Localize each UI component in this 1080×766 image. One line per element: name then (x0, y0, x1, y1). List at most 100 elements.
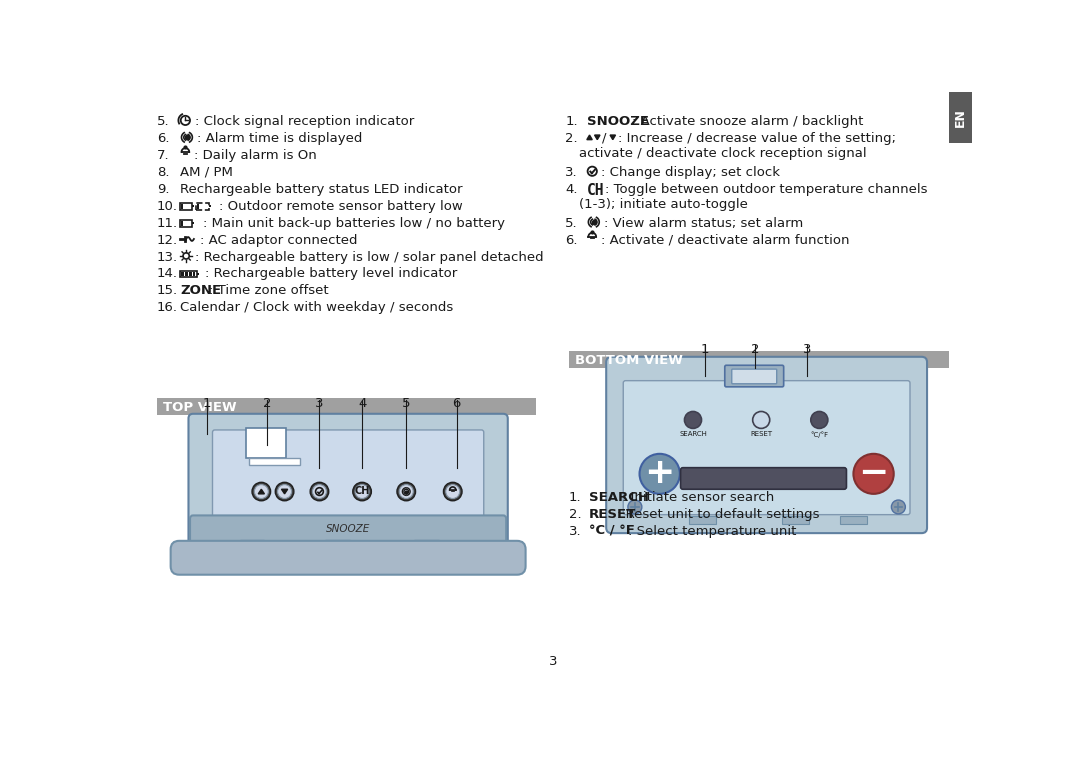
Ellipse shape (400, 485, 414, 499)
Bar (180, 204, 183, 209)
Text: EN: EN (954, 108, 967, 126)
Text: 1: 1 (700, 343, 708, 356)
Text: : Outdoor remote sensor battery low: : Outdoor remote sensor battery low (218, 200, 462, 213)
Text: : Select temperature unit: : Select temperature unit (627, 525, 796, 538)
Text: 2: 2 (262, 397, 271, 410)
Text: CH: CH (586, 183, 605, 198)
Text: (1-3); initiate auto-toggle: (1-3); initiate auto-toggle (579, 198, 748, 211)
Text: °C/°F: °C/°F (810, 431, 828, 438)
Bar (180, 270, 197, 277)
FancyBboxPatch shape (725, 365, 784, 387)
FancyBboxPatch shape (213, 430, 484, 535)
Circle shape (891, 500, 905, 514)
Text: 6: 6 (453, 397, 461, 410)
Text: +: + (645, 456, 675, 490)
FancyBboxPatch shape (190, 516, 507, 543)
Text: 9.: 9. (157, 183, 170, 196)
Circle shape (639, 453, 679, 494)
Text: : Activate snooze alarm / backlight: : Activate snooze alarm / backlight (632, 115, 863, 128)
Text: ZONE: ZONE (180, 284, 221, 297)
Ellipse shape (275, 483, 294, 501)
Circle shape (685, 411, 702, 428)
Text: activate / deactivate clock reception signal: activate / deactivate clock reception si… (579, 147, 867, 160)
Text: 4.: 4. (565, 183, 578, 196)
Bar (180, 221, 183, 226)
Bar (246, 427, 286, 458)
Text: /: / (603, 132, 607, 145)
Ellipse shape (310, 483, 328, 501)
Bar (197, 204, 200, 209)
Text: 14.: 14. (157, 267, 178, 280)
Circle shape (753, 411, 770, 428)
Text: : Change display; set clock: : Change display; set clock (600, 166, 780, 178)
Text: TOP VIEW: TOP VIEW (163, 401, 237, 414)
Bar (192, 205, 194, 208)
Text: 5: 5 (402, 397, 410, 410)
Text: 12.: 12. (157, 234, 178, 247)
Ellipse shape (312, 485, 326, 499)
FancyBboxPatch shape (623, 381, 910, 515)
Ellipse shape (446, 485, 460, 499)
Text: 7.: 7. (157, 149, 170, 162)
Text: 2: 2 (751, 343, 759, 356)
Text: AM / PM: AM / PM (180, 166, 233, 178)
Text: : Daily alarm is On: : Daily alarm is On (194, 149, 316, 162)
Text: 3: 3 (802, 343, 811, 356)
FancyBboxPatch shape (606, 357, 927, 533)
Text: 3.: 3. (565, 166, 578, 178)
Ellipse shape (444, 483, 462, 501)
Text: : Main unit back-up batteries low / no battery: : Main unit back-up batteries low / no b… (203, 217, 505, 230)
Ellipse shape (397, 483, 416, 501)
FancyBboxPatch shape (680, 468, 847, 489)
FancyBboxPatch shape (189, 414, 508, 565)
Text: 3: 3 (550, 655, 557, 668)
Text: 8.: 8. (157, 166, 170, 178)
Bar (180, 203, 192, 210)
Text: 3.: 3. (569, 525, 582, 538)
Text: : Reset unit to default settings: : Reset unit to default settings (618, 508, 820, 521)
Bar (240, 540, 265, 552)
Text: SNOOZE: SNOOZE (326, 524, 370, 534)
Bar (414, 540, 438, 552)
Text: CH: CH (354, 486, 369, 496)
Text: : Rechargeable battery is low / solar panel detached: : Rechargeable battery is low / solar pa… (195, 250, 544, 264)
Text: 2.: 2. (565, 132, 578, 145)
Text: : Time zone offset: : Time zone offset (210, 284, 329, 297)
Text: 6.: 6. (157, 132, 170, 145)
Bar (197, 203, 208, 210)
Circle shape (853, 453, 894, 494)
Text: 15.: 15. (157, 284, 178, 297)
Bar (185, 272, 188, 277)
Ellipse shape (355, 485, 369, 499)
Text: 11.: 11. (157, 217, 178, 230)
FancyBboxPatch shape (732, 369, 777, 384)
Bar (248, 458, 300, 465)
Text: 5.: 5. (157, 115, 170, 128)
Text: RESET: RESET (590, 508, 636, 521)
Bar (197, 273, 199, 275)
Text: SEARCH: SEARCH (679, 431, 707, 437)
Polygon shape (258, 489, 265, 494)
Text: 3: 3 (315, 397, 324, 410)
Bar (192, 222, 194, 224)
Bar (840, 516, 867, 524)
Ellipse shape (353, 483, 372, 501)
Bar (782, 516, 809, 524)
Text: SNOOZE: SNOOZE (586, 115, 649, 128)
Ellipse shape (255, 485, 268, 499)
Ellipse shape (278, 485, 292, 499)
Text: : Toggle between outdoor temperature channels: : Toggle between outdoor temperature cha… (606, 183, 928, 196)
Text: 16.: 16. (157, 301, 178, 314)
Text: 1.: 1. (569, 491, 582, 504)
Bar (948, 92, 972, 142)
Bar (208, 205, 211, 208)
Text: 6.: 6. (565, 234, 578, 247)
Bar (192, 272, 195, 277)
Ellipse shape (252, 483, 271, 501)
Bar (181, 272, 184, 277)
Polygon shape (282, 489, 287, 494)
Text: : View alarm status; set alarm: : View alarm status; set alarm (604, 217, 804, 230)
Text: 2.: 2. (569, 508, 582, 521)
Text: Calendar / Clock with weekday / seconds: Calendar / Clock with weekday / seconds (180, 301, 454, 314)
Text: : Alarm time is displayed: : Alarm time is displayed (197, 132, 363, 145)
